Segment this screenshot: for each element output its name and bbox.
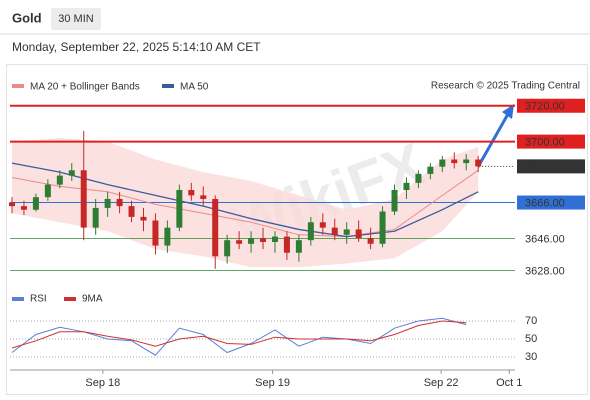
candle-body xyxy=(295,240,302,253)
y-tick-label: 30 xyxy=(525,351,537,363)
candle-body xyxy=(92,207,99,228)
candle-body xyxy=(176,190,183,228)
candle-body xyxy=(367,238,374,244)
candle-body xyxy=(20,206,27,210)
level-label: 3700.00 xyxy=(525,137,565,149)
source: Research © 2025 Trading Central xyxy=(431,81,580,92)
candle-body xyxy=(248,238,255,244)
candle-body xyxy=(307,222,314,241)
y-tick-label: 70 xyxy=(525,315,537,327)
instrument: Gold xyxy=(12,10,42,25)
level-box xyxy=(517,98,585,113)
candle-body xyxy=(164,227,171,246)
y-tick-label: 50 xyxy=(525,333,537,345)
ma-line xyxy=(11,169,479,238)
candle-body xyxy=(331,227,338,235)
candle-body xyxy=(260,238,267,242)
legend-label: MA 20 + Bollinger Bands xyxy=(30,82,140,93)
legend-swatch xyxy=(12,297,24,301)
x-tick-label: Oct 1 xyxy=(496,377,522,389)
timestamp: Monday, September 22, 2025 5:14:10 AM CE… xyxy=(12,40,261,54)
candle-body xyxy=(9,202,15,207)
arrow xyxy=(476,113,510,168)
last-price-label: 3686.18 xyxy=(525,161,565,173)
candle-body xyxy=(319,222,326,228)
candle-body xyxy=(188,190,195,196)
timeframe-button[interactable] xyxy=(51,8,101,30)
x-tick-label: Sep 19 xyxy=(255,377,290,389)
candle-body xyxy=(152,220,159,246)
legend-label: RSI xyxy=(30,294,47,305)
candle-body xyxy=(355,229,362,239)
candle-body xyxy=(104,198,111,208)
level-box xyxy=(517,195,585,210)
candle-body xyxy=(415,173,422,183)
candle-body xyxy=(391,190,398,212)
legend-swatch xyxy=(162,84,174,88)
legend-label: 9MA xyxy=(82,294,103,305)
level-label: 3646.00 xyxy=(525,233,565,245)
candle-body xyxy=(32,197,39,210)
candle-body xyxy=(236,240,243,244)
timeframe: 30 MIN xyxy=(58,13,94,25)
candle-body xyxy=(427,166,434,174)
candle-body xyxy=(212,198,219,257)
legend-label: MA 50 xyxy=(180,82,209,93)
legend-swatch xyxy=(12,84,24,88)
level-label: 3628.00 xyxy=(525,266,565,278)
candle-body xyxy=(200,195,207,199)
candle-body xyxy=(68,170,75,176)
candle-body xyxy=(44,184,51,198)
indicator-line xyxy=(11,320,467,349)
x-tick-label: Sep 22 xyxy=(424,377,459,389)
candle-body xyxy=(403,182,410,190)
arrow-head xyxy=(502,104,514,119)
x-tick-label: Sep 18 xyxy=(85,377,120,389)
candle-body xyxy=(116,198,123,207)
candle-body xyxy=(224,240,231,257)
level-box xyxy=(517,134,585,149)
candle-body xyxy=(128,206,135,217)
candle-body xyxy=(80,170,87,228)
level-label: 3720.00 xyxy=(525,101,565,113)
last-price-box xyxy=(517,159,585,174)
candle-body xyxy=(439,159,446,167)
candle-body xyxy=(379,211,386,244)
candle-body xyxy=(475,159,482,167)
candle-body xyxy=(56,175,63,185)
frame xyxy=(6,64,588,395)
candle-body xyxy=(140,216,147,221)
level-label: 3666.00 xyxy=(525,197,565,209)
candle-body xyxy=(283,236,290,253)
candle-body xyxy=(271,236,278,242)
candle-body xyxy=(463,159,470,164)
ma-line xyxy=(11,162,479,238)
candle-body xyxy=(451,159,458,164)
legend-swatch xyxy=(64,297,76,301)
candle-body xyxy=(343,229,350,235)
